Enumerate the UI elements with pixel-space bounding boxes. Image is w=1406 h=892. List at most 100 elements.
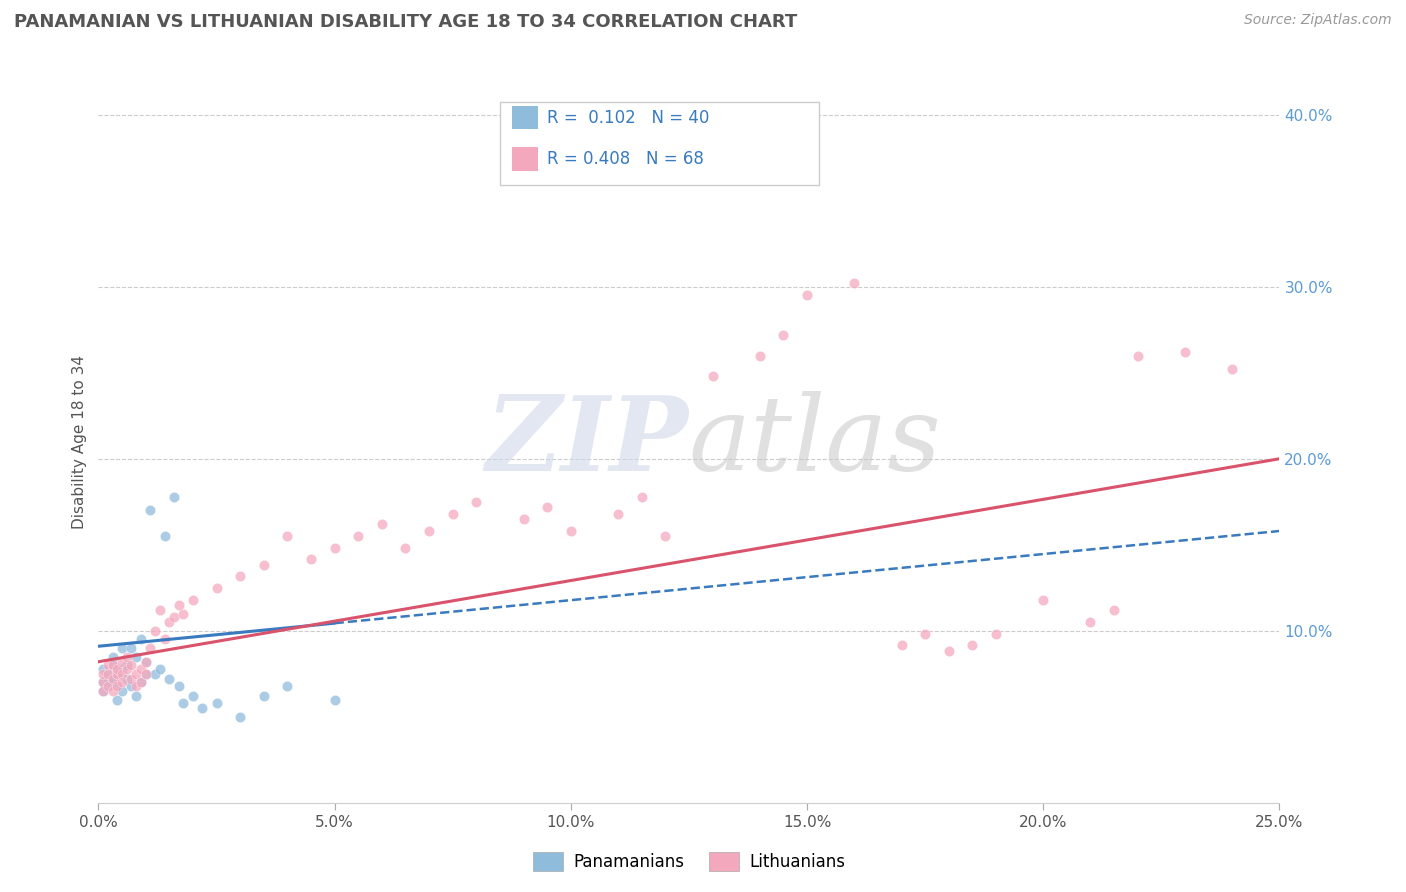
Point — [125, 649, 148, 664]
Point — [97, 679, 120, 693]
Point — [139, 640, 162, 655]
Point — [91, 684, 114, 698]
Point — [101, 658, 124, 673]
Point — [1220, 362, 1243, 376]
Point — [97, 672, 120, 686]
Point — [115, 658, 138, 673]
Text: PANAMANIAN VS LITHUANIAN DISABILITY AGE 18 TO 34 CORRELATION CHART: PANAMANIAN VS LITHUANIAN DISABILITY AGE … — [14, 13, 797, 31]
Point — [844, 277, 866, 291]
Point — [323, 541, 346, 556]
Point — [163, 610, 186, 624]
Point — [139, 503, 162, 517]
Point — [654, 529, 676, 543]
Point — [512, 512, 534, 526]
Point — [465, 494, 488, 508]
Point — [167, 679, 190, 693]
Point — [111, 666, 134, 681]
Point — [105, 666, 128, 681]
Text: atlas: atlas — [689, 391, 942, 492]
Point — [129, 662, 152, 676]
Point — [181, 689, 204, 703]
Point — [418, 524, 440, 538]
Point — [253, 689, 276, 703]
Point — [630, 490, 652, 504]
Point — [153, 529, 176, 543]
Point — [276, 679, 298, 693]
Point — [135, 666, 157, 681]
Point — [97, 658, 120, 673]
Point — [97, 666, 120, 681]
Point — [253, 558, 276, 573]
Point — [323, 692, 346, 706]
Point — [962, 638, 984, 652]
Point — [135, 655, 157, 669]
Point — [299, 551, 322, 566]
Point — [91, 675, 114, 690]
Bar — [512, 147, 537, 170]
Point — [276, 529, 298, 543]
Point — [702, 369, 724, 384]
Point — [111, 655, 134, 669]
Point — [111, 640, 134, 655]
Point — [111, 662, 134, 676]
Point — [105, 692, 128, 706]
Point — [105, 662, 128, 676]
Point — [143, 666, 166, 681]
Point — [97, 679, 120, 693]
Y-axis label: Disability Age 18 to 34: Disability Age 18 to 34 — [72, 354, 87, 529]
Point — [149, 662, 172, 676]
Text: R = 0.408   N = 68: R = 0.408 N = 68 — [547, 150, 704, 168]
Point — [172, 607, 194, 621]
Point — [121, 672, 143, 686]
Point — [347, 529, 370, 543]
Point — [105, 679, 128, 693]
Point — [1102, 603, 1125, 617]
Point — [1174, 345, 1197, 359]
Legend: Panamanians, Lithuanians: Panamanians, Lithuanians — [526, 845, 852, 878]
Point — [796, 288, 818, 302]
Point — [560, 524, 582, 538]
Point — [1126, 349, 1149, 363]
Point — [441, 507, 464, 521]
Text: Source: ZipAtlas.com: Source: ZipAtlas.com — [1244, 13, 1392, 28]
Point — [229, 710, 252, 724]
Text: R =  0.102   N = 40: R = 0.102 N = 40 — [547, 109, 710, 127]
Point — [91, 684, 114, 698]
Point — [229, 568, 252, 582]
Point — [91, 662, 114, 676]
Point — [125, 679, 148, 693]
Point — [125, 689, 148, 703]
Point — [101, 672, 124, 686]
Point — [101, 649, 124, 664]
Point — [135, 655, 157, 669]
Point — [101, 672, 124, 686]
Point — [163, 490, 186, 504]
Point — [205, 696, 228, 710]
Point — [607, 507, 630, 521]
Point — [143, 624, 166, 638]
Point — [101, 684, 124, 698]
Point — [121, 640, 143, 655]
Point — [121, 679, 143, 693]
Point — [101, 658, 124, 673]
Point — [115, 672, 138, 686]
Point — [97, 666, 120, 681]
Point — [157, 615, 180, 630]
Point — [121, 658, 143, 673]
Point — [536, 500, 558, 514]
Point — [205, 581, 228, 595]
Point — [91, 666, 114, 681]
Point — [157, 672, 180, 686]
Point — [105, 679, 128, 693]
Point — [135, 666, 157, 681]
Point — [129, 675, 152, 690]
Point — [984, 627, 1007, 641]
Point — [129, 675, 152, 690]
Bar — [512, 106, 537, 129]
Point — [111, 684, 134, 698]
Point — [191, 701, 214, 715]
Point — [167, 598, 190, 612]
Point — [938, 644, 960, 658]
Point — [772, 327, 794, 342]
Point — [1080, 615, 1102, 630]
